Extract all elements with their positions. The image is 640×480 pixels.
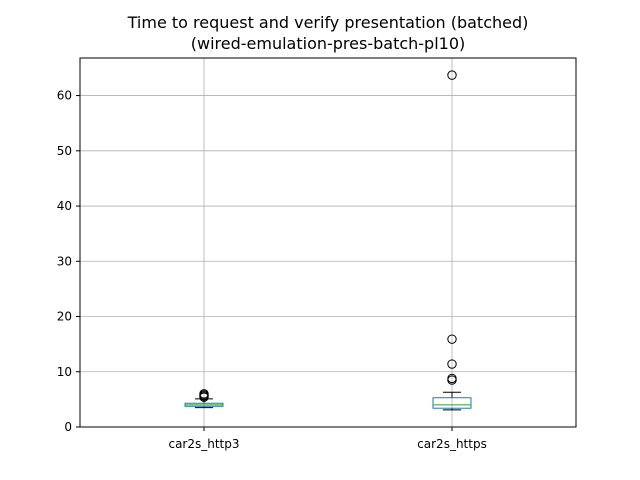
box-car2s_http3	[184, 389, 224, 409]
x-tick-label: car2s_http3	[168, 437, 239, 451]
y-tick-label: 20	[57, 310, 72, 324]
box-car2s_https	[432, 70, 472, 411]
outlier-point	[447, 334, 457, 344]
y-tick-label: 40	[57, 199, 72, 213]
y-tick-label: 30	[57, 254, 72, 268]
outlier-point	[447, 359, 457, 369]
outlier-point	[447, 373, 457, 384]
plot-frame	[79, 57, 577, 428]
outlier-point	[447, 70, 457, 80]
y-tick-label: 60	[57, 89, 72, 103]
y-tick-label: 10	[57, 365, 72, 379]
box-plots	[184, 70, 472, 411]
y-tick-label: 50	[57, 144, 72, 158]
chart-title: Time to request and verify presentation …	[127, 13, 529, 32]
y-tick-label: 0	[64, 420, 72, 434]
grid-lines	[80, 58, 576, 428]
axes: 0 10 20 30 40 50 60 car2s_http3 car2s_https	[57, 57, 577, 451]
iqr-box	[432, 397, 472, 409]
x-tick-label: car2s_https	[417, 437, 487, 451]
chart-subtitle: (wired-emulation-pres-batch-pl10)	[191, 34, 466, 53]
outlier-point	[199, 389, 209, 399]
